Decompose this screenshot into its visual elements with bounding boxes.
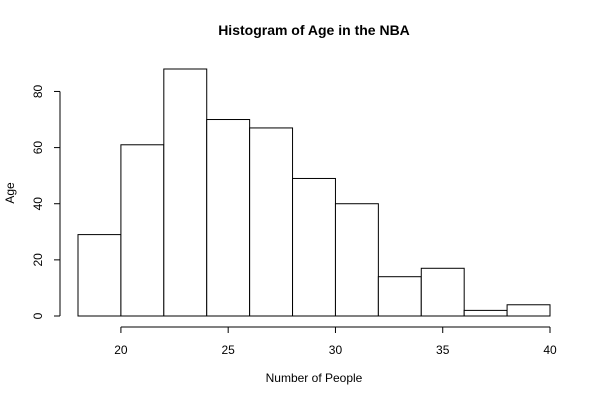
x-axis-label: Number of People <box>266 371 363 385</box>
x-tick-label-20: 20 <box>114 343 128 357</box>
bars-group <box>77 68 551 317</box>
y-axis-label: Age <box>3 182 17 204</box>
x-tick-label-40: 40 <box>543 343 557 357</box>
bar-32-34 <box>377 276 422 317</box>
x-axis: 20 25 30 35 40 <box>114 326 557 357</box>
y-tick-label-60: 60 <box>31 141 45 155</box>
bar-30-32 <box>334 203 379 317</box>
bar-26-28 <box>249 127 294 317</box>
chart-title: Histogram of Age in the NBA <box>218 22 410 38</box>
bar-18-20 <box>77 234 122 317</box>
bar-22-24 <box>163 68 208 317</box>
bar-24-26 <box>206 119 251 317</box>
bar-20-22 <box>120 144 165 317</box>
y-tick-label-20: 20 <box>31 253 45 267</box>
bar-38-40 <box>506 304 551 317</box>
y-tick-label-40: 40 <box>31 197 45 211</box>
y-tick-label-80: 80 <box>31 84 45 98</box>
x-tick-label-35: 35 <box>436 343 450 357</box>
y-axis: 0 20 40 60 80 <box>31 84 61 319</box>
bar-28-30 <box>292 177 336 317</box>
y-tick-label-0: 0 <box>31 312 45 319</box>
bar-34-36 <box>420 267 465 317</box>
x-tick-label-30: 30 <box>329 343 343 357</box>
x-tick-label-25: 25 <box>222 343 236 357</box>
bar-36-38 <box>463 309 508 317</box>
